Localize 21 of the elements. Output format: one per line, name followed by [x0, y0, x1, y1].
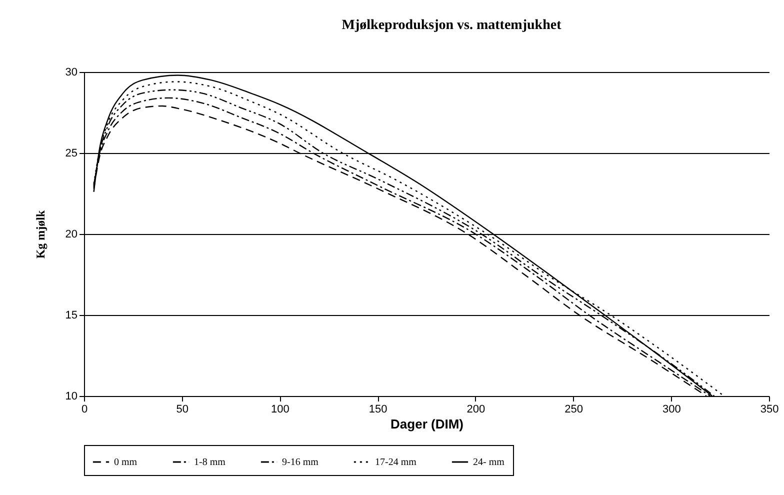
legend-label: 9-16 mm	[282, 457, 319, 468]
legend-label: 17-24 mm	[375, 457, 417, 468]
legend-label: 1-8 mm	[194, 457, 226, 468]
x-tick-label: 50	[176, 404, 188, 416]
legend-label: 0 mm	[114, 457, 138, 468]
y-tick-label: 10	[65, 390, 78, 402]
chart-title: Mjølkeproduksjon vs. mattemjukhet	[342, 18, 562, 33]
y-tick-label: 15	[65, 310, 78, 322]
y-axis-title: Kg mjølk	[33, 210, 48, 259]
x-tick-label: 100	[271, 404, 290, 416]
y-tick-label: 20	[65, 228, 78, 240]
y-tick-label: 30	[65, 66, 78, 78]
x-tick-label: 200	[466, 404, 486, 416]
x-axis-title: Dager (DIM)	[390, 416, 464, 432]
x-tick-label: 250	[564, 404, 583, 416]
x-tick-label: 300	[662, 404, 681, 416]
x-tick-label: 150	[368, 404, 388, 416]
x-tick-label: 350	[760, 404, 779, 416]
legend-label: 24- mm	[473, 457, 505, 468]
x-tick-label: 0	[81, 404, 88, 416]
y-tick-label: 25	[65, 148, 78, 160]
